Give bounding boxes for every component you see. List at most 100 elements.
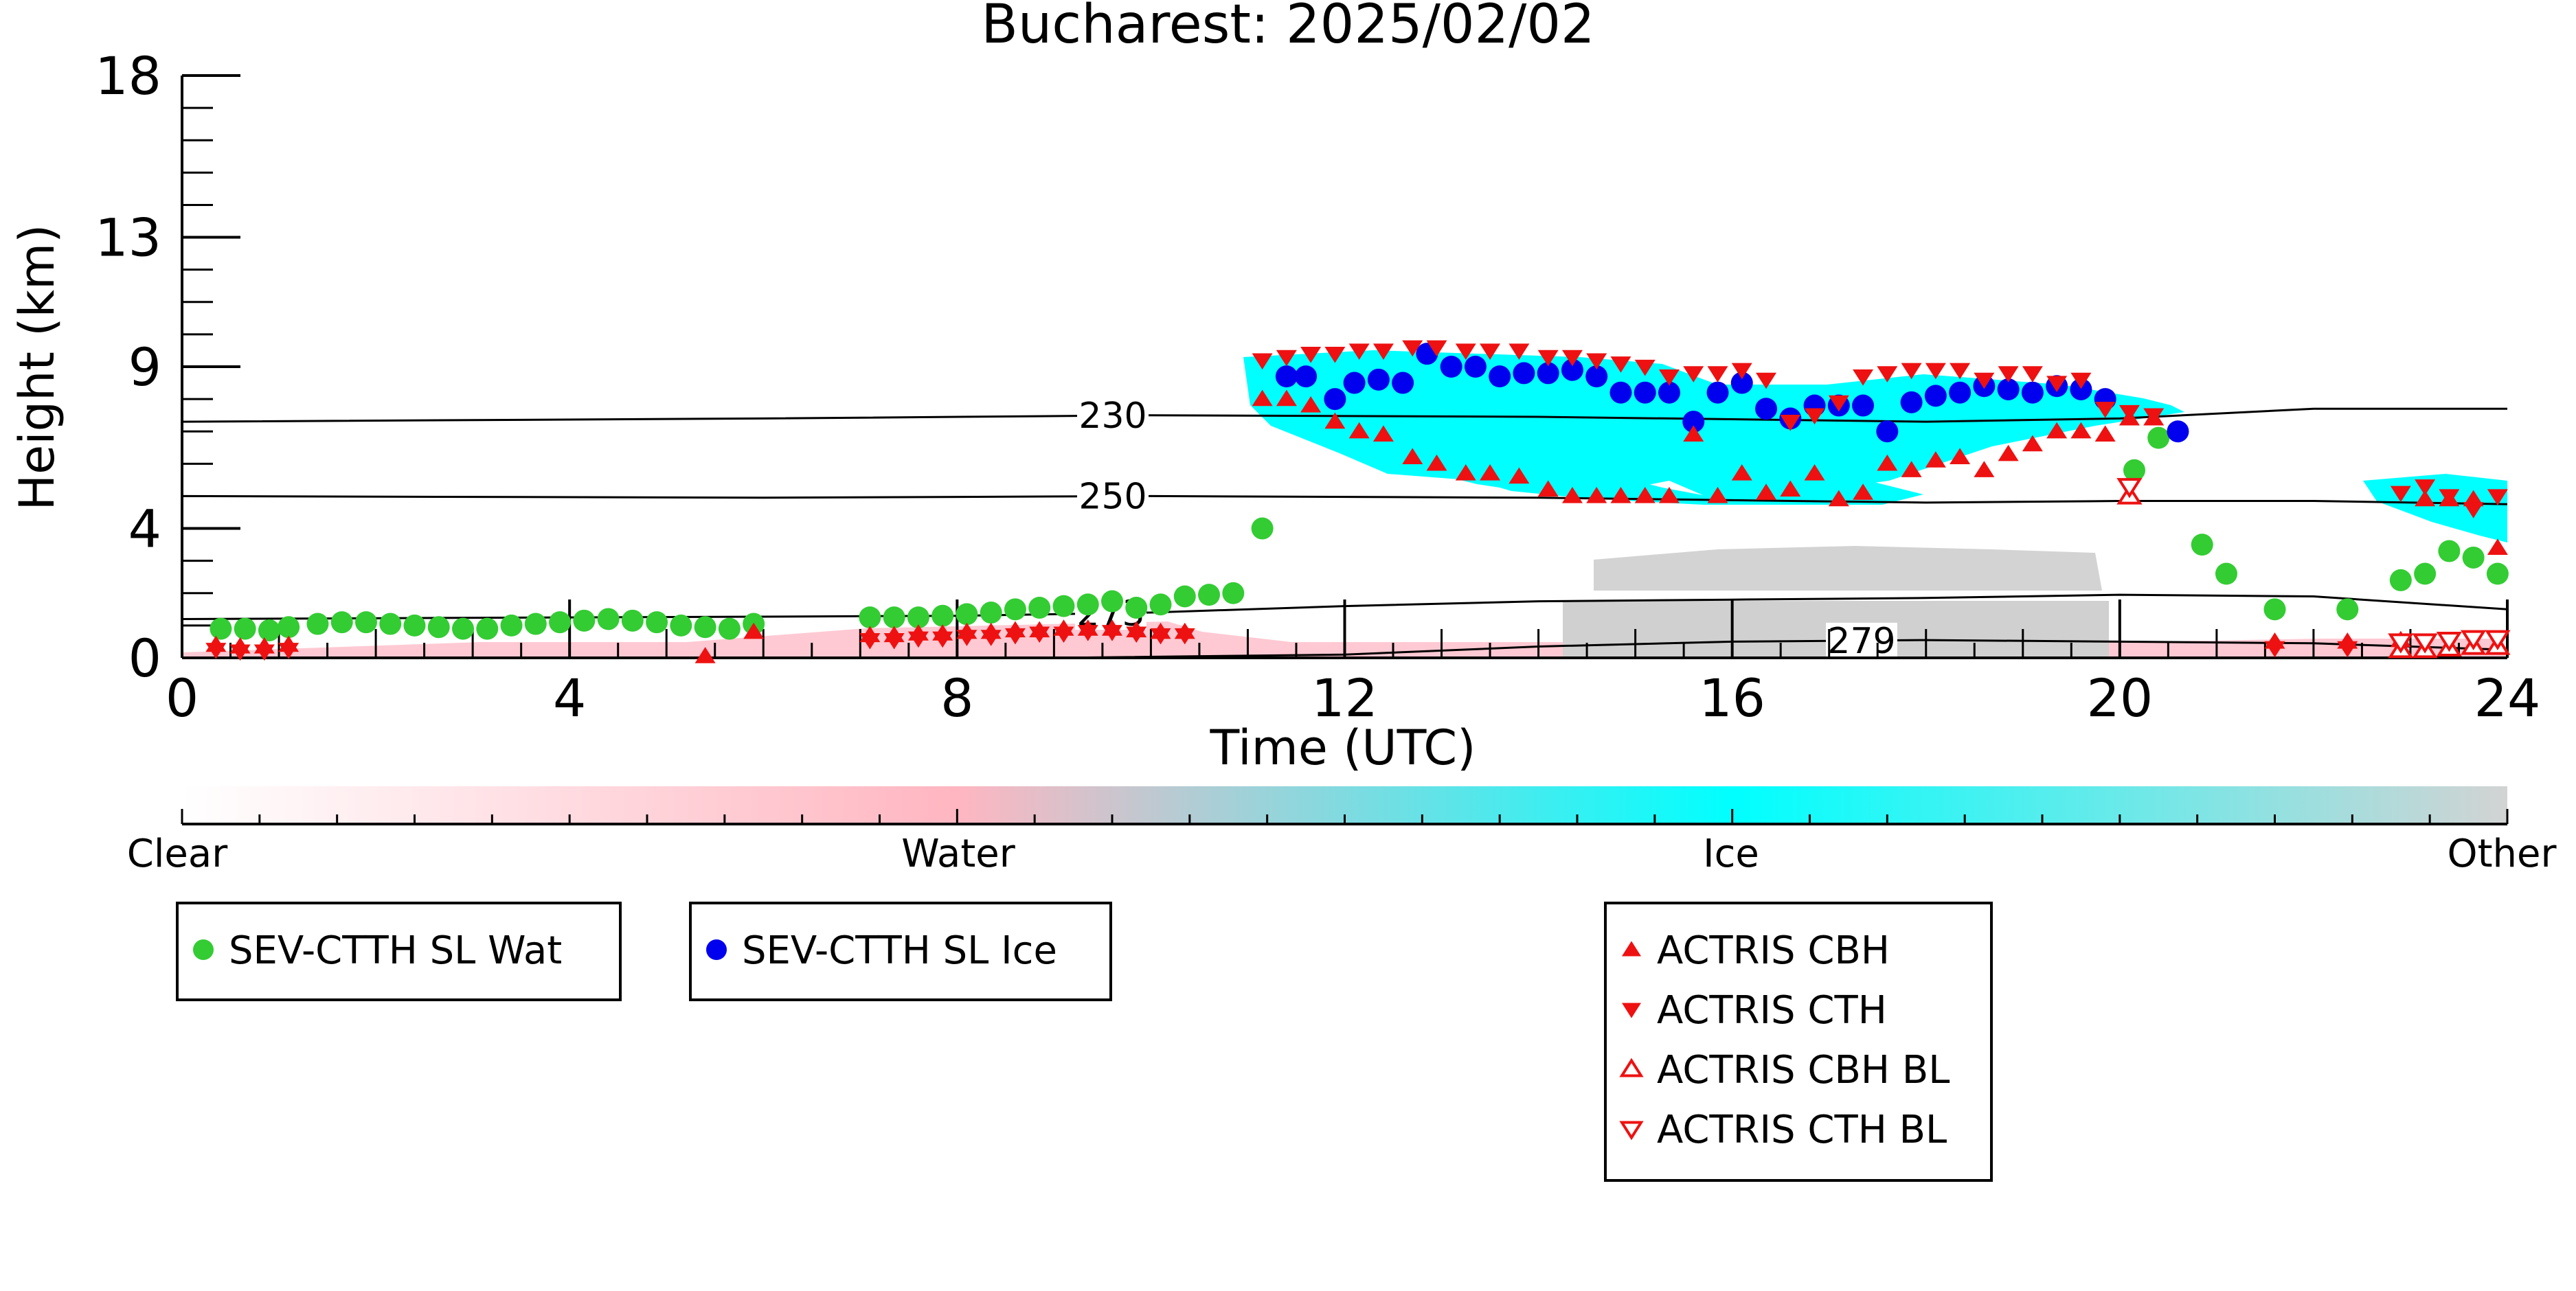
legend-label: ACTRIS CBH BL <box>1657 1048 1950 1093</box>
marker-actris-cbh <box>1853 483 1874 500</box>
marker-sev-ctth-sl-wat <box>931 604 954 627</box>
marker-actris-cth <box>1509 343 1530 360</box>
y-tick-label: 13 <box>95 207 161 269</box>
marker-sev-ctth-sl-ice <box>2070 378 2092 400</box>
contour-label-bg <box>1077 478 1149 513</box>
marker-sev-ctth-sl-wat <box>2263 598 2286 621</box>
marker-actris-cth <box>2046 376 2068 393</box>
legend-marker <box>193 939 214 960</box>
marker-actris-cth <box>1950 363 1971 380</box>
marker-sev-ctth-sl-wat <box>549 611 572 634</box>
marker-actris-cbh <box>1324 412 1346 429</box>
legend-label: ACTRIS CTH <box>1657 988 1887 1033</box>
contour-label-bg <box>1077 398 1149 433</box>
marker-sev-ctth-sl-wat <box>2191 534 2213 556</box>
marker-actris-cbh <box>1480 464 1501 481</box>
axes: 0 4 9 13 18 0 4 8 12 16 20 24 <box>95 45 2540 729</box>
y-tick-label: 4 <box>128 499 161 560</box>
marker-actris-cbh <box>1402 448 1423 465</box>
marker-actris-cbh <box>743 622 765 639</box>
marker-sev-ctth-sl-wat <box>2414 562 2437 585</box>
marker-sev-ctth-sl-wat <box>500 614 523 637</box>
marker-actris-cbh <box>1537 480 1559 497</box>
data-markers <box>205 340 2511 663</box>
marker-sev-ctth-sl-wat <box>883 606 905 629</box>
marker-sev-ctth-sl-wat <box>2123 459 2145 481</box>
legend-box-3: ACTRIS CBH ACTRIS CTH ACTRIS CBH BL ACTRIS … <box>1604 902 1993 1182</box>
colorbar-label: Ice <box>1703 832 1759 876</box>
marker-actris-cth <box>1150 628 1171 645</box>
marker-sev-ctth-sl-ice <box>2021 381 2044 404</box>
marker-sev-ctth-sl-ice <box>1876 420 1899 443</box>
marker-actris-cth <box>2094 402 2116 418</box>
marker-actris-cth <box>1252 353 1273 370</box>
marker-actris-cth <box>1324 347 1346 363</box>
legend-box-2: SEV-CTTH SL Ice <box>689 902 1112 1001</box>
marker-actris-cth <box>1348 343 1370 360</box>
marker-sev-ctth-sl-wat <box>1149 593 1172 616</box>
marker-sev-ctth-sl-wat <box>2215 562 2237 585</box>
marker-actris-cth <box>1634 359 1656 376</box>
marker-actris-cbh <box>1756 483 1777 500</box>
marker-actris-cth <box>2390 485 2411 503</box>
y-tick-label: 18 <box>95 45 161 106</box>
marker-actris-cbh <box>1509 467 1530 484</box>
marker-actris-cth <box>2337 641 2358 658</box>
marker-actris-cbh <box>2022 435 2043 452</box>
marker-actris-cth <box>1300 347 1322 363</box>
colorbar: Clear Water Ice Other <box>127 786 2557 876</box>
marker-sev-ctth-sl-wat <box>1125 596 1148 619</box>
marker-actris-cth-bl <box>2460 630 2487 650</box>
marker-actris-cth <box>205 643 227 659</box>
marker-sev-ctth-sl-wat <box>670 614 692 637</box>
marker-actris-cth <box>2415 479 2436 496</box>
marker-actris-cbh <box>1252 389 1273 407</box>
x-tick-label: 24 <box>2474 667 2541 729</box>
marker-actris-cth <box>980 630 1002 646</box>
marker-actris-cth <box>1455 343 1476 360</box>
legend-frame <box>689 902 1112 1001</box>
marker-actris-cth <box>907 631 929 648</box>
marker-sev-ctth-sl-wat <box>573 609 596 632</box>
marker-actris-cth <box>1877 366 1898 382</box>
marker-actris-cth <box>1174 628 1195 645</box>
colorbar-label: Other <box>2447 832 2557 876</box>
marker-actris-cth <box>2070 372 2092 389</box>
marker-actris-cth <box>1276 350 1297 367</box>
marker-actris-cth <box>1828 395 1849 412</box>
marker-actris-cth-bl <box>2436 631 2463 652</box>
marker-actris-cbh <box>2487 538 2508 555</box>
marker-sev-ctth-sl-ice <box>1275 365 1298 388</box>
marker-actris-cbh <box>1683 425 1704 442</box>
marker-actris-cth <box>1853 369 1874 386</box>
marker-sev-ctth-sl-wat <box>234 617 256 640</box>
colorbar-label: Clear <box>127 832 228 876</box>
marker-sev-ctth-sl-ice <box>1537 362 1559 385</box>
marker-actris-cbh <box>2046 422 2068 439</box>
marker-sev-ctth-sl-ice <box>1658 381 1680 404</box>
marker-sev-ctth-sl-ice <box>1585 365 1608 388</box>
x-tick-label: 12 <box>1311 667 1378 729</box>
marker-actris-cth <box>1804 408 1825 425</box>
legend-marker <box>1619 1121 1644 1141</box>
marker-actris-cbh <box>1586 486 1607 503</box>
marker-sev-ctth-sl-ice <box>1730 372 1753 394</box>
marker-sev-ctth-sl-wat <box>1028 596 1051 619</box>
legend-box-1: SEV-CTTH SL Wat <box>176 902 622 1001</box>
marker-actris-cbh <box>1901 461 1922 477</box>
contour-label: 250 <box>1078 477 1146 518</box>
ice-cloud-region-late <box>2363 474 2507 542</box>
marker-sev-ctth-sl-wat <box>718 617 741 640</box>
marker-sev-ctth-sl-wat <box>907 606 929 629</box>
marker-sev-ctth-sl-wat <box>258 619 280 641</box>
marker-actris-cth <box>1561 350 1583 367</box>
marker-actris-cbh <box>1998 444 2019 461</box>
marker-actris-cth <box>1029 626 1050 643</box>
marker-actris-cth <box>1658 369 1680 386</box>
marker-sev-ctth-sl-wat <box>427 616 450 639</box>
marker-sev-ctth-sl-ice <box>1464 356 1487 378</box>
colorbar-label: Water <box>901 832 1016 876</box>
marker-actris-cth <box>1402 340 1423 357</box>
marker-actris-cbh <box>2094 425 2116 442</box>
